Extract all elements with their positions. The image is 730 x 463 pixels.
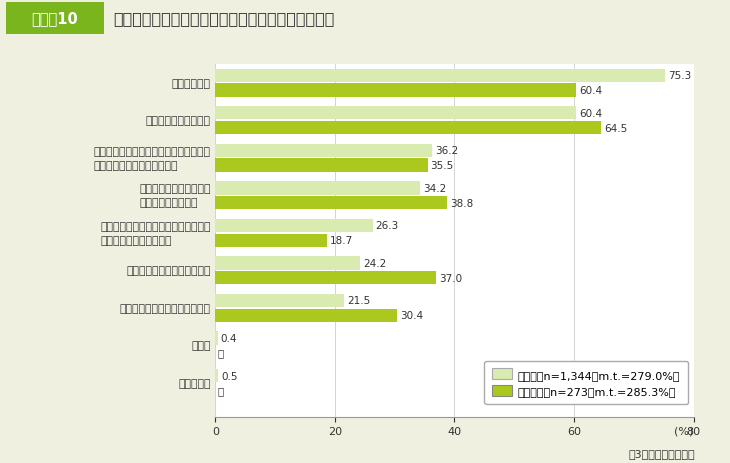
FancyBboxPatch shape: [6, 3, 104, 35]
Text: 35.5: 35.5: [431, 161, 454, 171]
Bar: [215, 369, 218, 382]
Bar: [215, 70, 666, 83]
Text: －: －: [217, 385, 223, 395]
Text: 21.5: 21.5: [347, 296, 370, 306]
Bar: [215, 107, 577, 120]
Bar: [215, 219, 372, 232]
Text: 34.2: 34.2: [423, 183, 446, 194]
Bar: [215, 159, 428, 172]
Text: （3つまで複数回答）: （3つまで複数回答）: [629, 448, 695, 458]
Text: 食生活・食習慣の改善: 食生活・食習慣の改善: [145, 116, 210, 126]
Bar: [215, 234, 327, 247]
Bar: [215, 257, 360, 270]
Text: 食品の安全性: 食品の安全性: [172, 79, 210, 88]
Text: その他: その他: [191, 341, 210, 350]
Text: 18.7: 18.7: [330, 236, 353, 245]
Bar: [215, 294, 344, 307]
Text: 60.4: 60.4: [580, 109, 602, 119]
Text: 食事に関するあいさつや作法: 食事に関するあいさつや作法: [126, 266, 210, 275]
Text: 75.3: 75.3: [669, 71, 691, 81]
Text: 食を通じたコミュニケーション: 食を通じたコミュニケーション: [120, 303, 210, 313]
Text: －: －: [217, 348, 223, 358]
Text: 環境との調和、食品ロスの削減や食品
リサイクルに関する活動: 環境との調和、食品ロスの削減や食品 リサイクルに関する活動: [100, 221, 210, 245]
Text: わからない: わからない: [178, 378, 210, 388]
Text: 食育を国民運動として実践するなら関心があること: 食育を国民運動として実践するなら関心があること: [113, 12, 334, 26]
Text: 自然の恩恵や生産者等への感謝・理解、
農林漁業等に関する体験活動: 自然の恩恵や生産者等への感謝・理解、 農林漁業等に関する体験活動: [93, 146, 210, 170]
Text: 60.4: 60.4: [580, 86, 602, 96]
Text: 0.4: 0.4: [220, 333, 237, 343]
Text: 郷土料理、伝統料理等の
優れた食文化の継承: 郷土料理、伝統料理等の 優れた食文化の継承: [139, 184, 210, 208]
Bar: [215, 84, 577, 97]
Text: 36.2: 36.2: [434, 146, 458, 156]
Bar: [215, 144, 431, 158]
Bar: [215, 122, 601, 135]
Text: 38.8: 38.8: [450, 198, 474, 208]
Bar: [215, 182, 420, 195]
Bar: [215, 332, 218, 345]
Text: 図表－10: 図表－10: [31, 12, 79, 26]
Text: 26.3: 26.3: [375, 221, 399, 231]
Legend: 全世代（n=1,344、m.t.=279.0%）, 若い世代（n=273、m.t.=285.3%）: 全世代（n=1,344、m.t.=279.0%）, 若い世代（n=273、m.t…: [484, 361, 688, 404]
Bar: [215, 309, 397, 322]
Bar: [215, 197, 447, 210]
Text: (%): (%): [674, 426, 694, 436]
Text: 37.0: 37.0: [439, 273, 463, 283]
Text: 64.5: 64.5: [604, 123, 627, 133]
Bar: [215, 271, 437, 285]
Text: 30.4: 30.4: [400, 311, 423, 320]
Text: 0.5: 0.5: [221, 371, 238, 381]
Text: 24.2: 24.2: [363, 258, 386, 269]
